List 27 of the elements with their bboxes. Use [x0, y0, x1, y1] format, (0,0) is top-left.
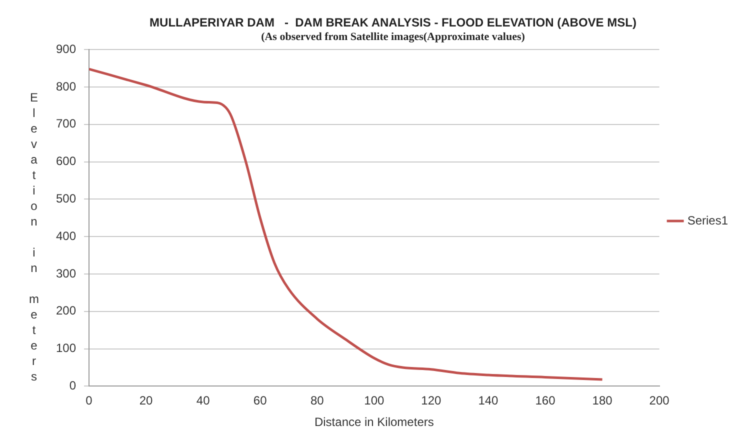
y-tick-label: 400 — [56, 228, 76, 243]
x-tick-label: 100 — [364, 394, 384, 408]
x-tick-label: 0 — [86, 394, 93, 408]
y-tick-label: 800 — [56, 79, 76, 94]
y-tick-label: 200 — [56, 304, 76, 318]
y-tick-label: 600 — [56, 154, 76, 168]
x-tick-label: 80 — [310, 394, 324, 408]
chart-subtitle: (As observed from Satellite images(Approximate values) — [261, 30, 526, 43]
y-tick-label: 500 — [56, 192, 76, 206]
y-tick-label: 700 — [56, 116, 76, 131]
x-tick-label: 180 — [592, 394, 613, 408]
chart-title: MULLAPERIYAR DAM - DAM BREAK ANALYSIS - FLOOD ELEVATION (ABOVE MSL) — [150, 16, 636, 30]
y-tick-label: 100 — [56, 341, 76, 356]
line-series — [89, 68, 604, 381]
y-tick-label: 300 — [56, 266, 76, 280]
y-tick-label: 900 — [56, 42, 76, 56]
x-tick-label: 40 — [196, 394, 210, 408]
x-tick-label: 200 — [649, 394, 670, 408]
x-tick-label: 140 — [478, 394, 499, 408]
x-tick-label: 160 — [535, 394, 556, 408]
y-tick-label: 0 — [69, 378, 76, 393]
legend-label: Series1 — [687, 213, 728, 228]
x-axis-title: Distance in Kilometers — [314, 415, 434, 430]
x-tick-label: 20 — [139, 394, 154, 408]
text: Elevation in meters — [29, 90, 39, 384]
x-tick-label: 120 — [421, 394, 442, 408]
x-tick-label: 60 — [253, 394, 268, 408]
